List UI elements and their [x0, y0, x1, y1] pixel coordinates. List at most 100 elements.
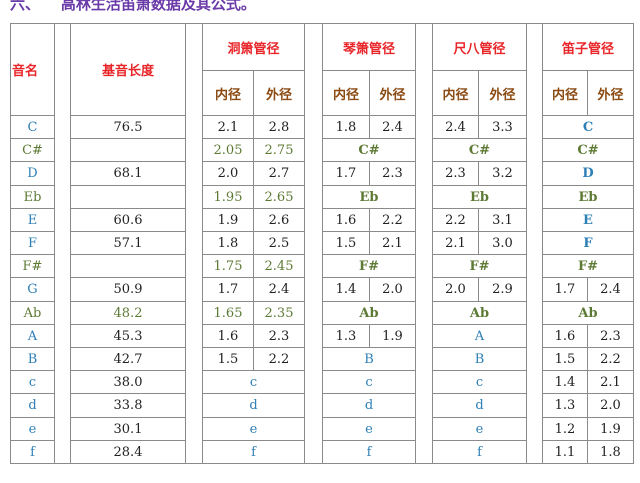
section-title: 六、 高林生活笛箫数据及其公式。: [10, 0, 256, 13]
base-length-cell: 60.6: [70, 208, 186, 232]
inner-diameter-cell: 1.5: [202, 347, 254, 371]
note-name-cell: F: [10, 231, 55, 255]
inner-diameter-cell: 1.4: [542, 370, 588, 394]
outer-diameter-cell: 2.45: [253, 254, 305, 278]
outer-diameter-cell: 2.2: [587, 347, 634, 371]
inner-diameter-cell: 1.8: [202, 231, 254, 255]
outer-diameter-cell: 2.0: [369, 277, 416, 302]
note-name-cell: f: [10, 440, 55, 464]
inner-diameter-cell: 1.8: [322, 115, 370, 139]
outer-diameter-cell: 2.65: [253, 185, 305, 209]
outer-diameter-cell: 2.1: [369, 231, 416, 255]
base-length-cell: 48.2: [70, 301, 186, 325]
outer-diameter-cell: 3.0: [478, 231, 527, 255]
header-inner-diameter: 内径: [542, 70, 588, 116]
inner-diameter-cell: 1.65: [202, 301, 254, 325]
merged-note-cell: Ab: [432, 301, 527, 325]
inner-diameter-cell: 1.6: [542, 324, 588, 348]
outer-diameter-cell: 2.4: [587, 277, 634, 302]
merged-note-cell: E: [542, 208, 634, 232]
inner-diameter-cell: 1.7: [322, 161, 370, 186]
inner-diameter-cell: 1.9: [202, 208, 254, 232]
base-length-cell: [70, 138, 186, 162]
header-outer-diameter: 外径: [478, 70, 527, 116]
base-length-cell: 33.8: [70, 393, 186, 418]
merged-note-cell: Ab: [542, 301, 634, 325]
merged-note-cell: c: [432, 370, 527, 394]
outer-diameter-cell: 1.9: [369, 324, 416, 348]
outer-diameter-cell: 2.5: [253, 231, 305, 255]
base-length-cell: [70, 254, 186, 278]
inner-diameter-cell: 2.0: [202, 161, 254, 186]
outer-diameter-cell: 2.0: [587, 393, 634, 418]
base-length-cell: 50.9: [70, 277, 186, 302]
base-length-cell: 30.1: [70, 417, 186, 441]
note-name-cell: C: [10, 115, 55, 139]
inner-diameter-cell: 1.3: [322, 324, 370, 348]
base-length-cell: [70, 185, 186, 209]
merged-note-cell: e: [322, 417, 416, 441]
merged-note-cell: e: [202, 417, 305, 441]
note-name-cell: D: [10, 161, 55, 186]
base-length-cell: 68.1: [70, 161, 186, 186]
inner-diameter-cell: 2.2: [432, 208, 479, 232]
inner-diameter-cell: 1.5: [322, 231, 370, 255]
header-inner-diameter: 内径: [202, 70, 254, 116]
outer-diameter-cell: 3.3: [478, 115, 527, 139]
outer-diameter-cell: 2.3: [253, 324, 305, 348]
merged-note-cell: f: [322, 440, 416, 464]
merged-note-cell: B: [322, 347, 416, 371]
outer-diameter-cell: 1.9: [587, 417, 634, 441]
outer-diameter-cell: 3.1: [478, 208, 527, 232]
header-outer-diameter: 外径: [587, 70, 634, 116]
merged-note-cell: F#: [542, 254, 634, 278]
outer-diameter-cell: 2.2: [253, 347, 305, 371]
table-bottom-border: [10, 463, 634, 464]
merged-note-cell: C: [542, 115, 634, 139]
merged-note-cell: Eb: [322, 185, 416, 209]
inner-diameter-cell: 2.1: [202, 115, 254, 139]
base-length-cell: 42.7: [70, 347, 186, 371]
note-name-cell: Eb: [10, 185, 55, 209]
inner-diameter-cell: 1.7: [542, 277, 588, 302]
inner-diameter-cell: 1.6: [322, 208, 370, 232]
merged-note-cell: B: [432, 347, 527, 371]
merged-note-cell: c: [322, 370, 416, 394]
note-name-cell: G: [10, 277, 55, 302]
note-name-cell: Ab: [10, 301, 55, 325]
base-length-cell: 45.3: [70, 324, 186, 348]
outer-diameter-cell: 2.3: [369, 161, 416, 186]
header-group: 笛子管径: [542, 23, 634, 71]
base-length-cell: 76.5: [70, 115, 186, 139]
note-name-cell: d: [10, 393, 55, 418]
outer-diameter-cell: 1.8: [587, 440, 634, 464]
header-group: 洞箫管径: [202, 23, 305, 71]
merged-note-cell: Ab: [322, 301, 416, 325]
merged-note-cell: f: [432, 440, 527, 464]
note-name-cell: B: [10, 347, 55, 371]
merged-note-cell: A: [432, 324, 527, 348]
inner-diameter-cell: 1.2: [542, 417, 588, 441]
inner-diameter-cell: 1.3: [542, 393, 588, 418]
merged-note-cell: Eb: [432, 185, 527, 209]
merged-note-cell: c: [202, 370, 305, 394]
header-note: 音名: [10, 23, 55, 116]
inner-diameter-cell: 1.1: [542, 440, 588, 464]
header-outer-diameter: 外径: [369, 70, 416, 116]
inner-diameter-cell: 1.7: [202, 277, 254, 302]
header-inner-diameter: 内径: [432, 70, 479, 116]
outer-diameter-cell: 2.7: [253, 161, 305, 186]
outer-diameter-cell: 2.4: [253, 277, 305, 302]
inner-diameter-cell: 2.4: [432, 115, 479, 139]
base-length-cell: 28.4: [70, 440, 186, 464]
merged-note-cell: C#: [432, 138, 527, 162]
outer-diameter-cell: 2.8: [253, 115, 305, 139]
header-base-length: 基音长度: [70, 23, 186, 116]
base-length-cell: 38.0: [70, 370, 186, 394]
merged-note-cell: e: [432, 417, 527, 441]
header-group: 尺八管径: [432, 23, 527, 71]
header-inner-diameter: 内径: [322, 70, 370, 116]
inner-diameter-cell: 1.6: [202, 324, 254, 348]
merged-note-cell: C#: [322, 138, 416, 162]
inner-diameter-cell: 2.3: [432, 161, 479, 186]
